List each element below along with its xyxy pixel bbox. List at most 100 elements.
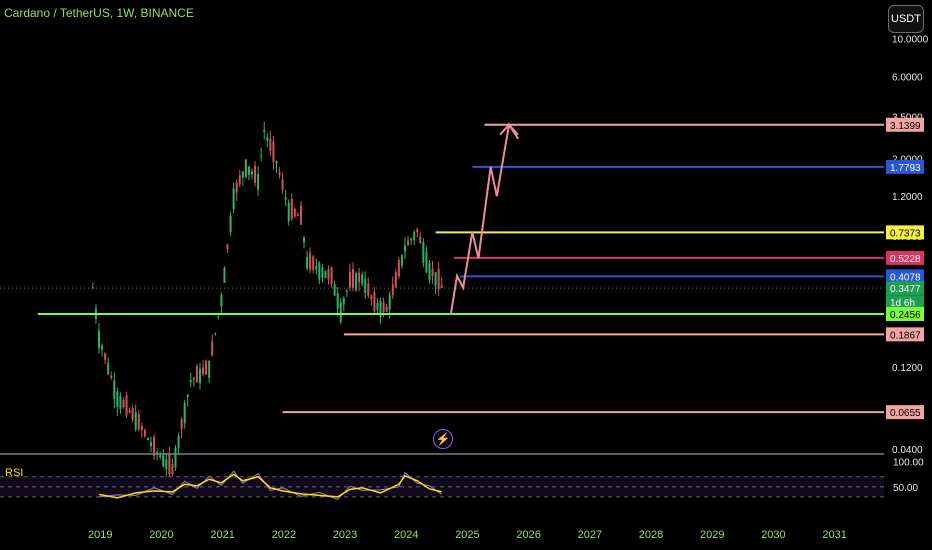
x-tick-label: 2021 [210,529,234,541]
rsi-line [98,470,443,501]
rsi-level-label: 50.00 [893,483,918,494]
candle-body [296,214,299,217]
candle-body [125,395,128,416]
candle-body [321,267,324,278]
price-badge-label: 3.1399 [890,121,921,132]
x-tick-label: 2031 [822,529,846,541]
candle-body [379,301,382,317]
x-tick-label: 2024 [394,529,418,541]
candle-body [303,237,306,243]
price-badge-label: 1d 6h [890,298,915,309]
candle-body [168,454,171,474]
candle-body [208,360,211,379]
candle-body [266,137,269,141]
rsi-level-label: 100.00 [893,458,924,469]
x-tick-label: 2019 [88,529,112,541]
candle-body [336,293,339,309]
candle-body [202,367,205,375]
candle-body [195,365,198,383]
candle-body [272,141,275,162]
candle-body [211,341,214,356]
candle-body [422,242,425,264]
currency-button[interactable]: USDT [888,5,924,33]
candle-body [122,399,125,408]
candle-body [150,442,153,447]
candle-body [416,229,419,233]
candle-body [140,426,143,431]
candle-body [263,130,266,132]
candle-body [376,303,379,310]
y-tick-label: 2.0000 [892,154,923,165]
price-badge-label: 0.3477 [890,284,921,295]
candle-body [143,429,146,437]
candle-body [238,175,241,185]
candle-body [431,268,434,276]
candle-body [345,290,348,292]
price-badge-7 [886,307,924,321]
candle-body [251,171,253,175]
candle-body [223,267,226,283]
price-badge-3 [886,250,924,265]
chart-title: Cardano / TetherUS, 1W, BINANCE [4,6,194,20]
candle-body [327,269,330,280]
candle-body [229,215,232,233]
candle-body [269,138,272,151]
candle-body [312,256,315,271]
candle-body [275,161,278,164]
candle-body [324,270,327,278]
candle-body [128,410,131,413]
price-badge-label: 0.2456 [890,310,921,321]
candle-body [404,245,406,252]
candle-body [397,260,400,277]
price-badge-1 [886,159,924,174]
candle-body [413,232,416,241]
candle-body [287,202,290,222]
x-tick-label: 2030 [761,529,785,541]
candle-body [348,271,351,288]
price-badge-label: 0.4078 [890,272,921,283]
price-badge-9 [886,405,924,420]
candle-body [174,447,177,468]
candle-body [189,380,192,382]
candle-body [309,252,312,270]
candle-body [98,330,100,349]
candle-body [364,279,367,294]
y-tick-label: 10.0000 [892,35,929,46]
candle-body [385,306,388,312]
candle-body [419,236,422,244]
price-badge-label: 0.7373 [890,228,921,239]
candle-body [159,455,162,458]
price-badge-6 [886,295,924,310]
candle-body [440,285,443,288]
candle-body [116,391,119,408]
candle-body [146,437,149,441]
candle-body [205,360,208,375]
candle-body [192,377,195,380]
candle-body [400,254,403,266]
candle-body [91,287,94,289]
candle-body [284,196,287,200]
y-tick-label: 0.1200 [892,363,923,374]
candle-body [434,272,437,287]
candle-body [330,267,333,285]
candle-body [235,182,238,193]
candle-body [315,265,318,270]
price-badge-label: 0.1867 [890,330,921,341]
candle-body [101,345,104,350]
candle-body [241,171,244,178]
candle-body [290,198,293,220]
candle-body [351,269,354,288]
candle-body [394,272,397,288]
candle-body [232,188,235,209]
candle-body [247,166,250,175]
x-tick-label: 2025 [455,529,479,541]
price-badge-8 [886,327,924,342]
candle-body [156,452,159,454]
candle-body [361,274,364,284]
candle-body [382,302,385,313]
candle-body [260,155,263,157]
candle-body [180,419,183,430]
lightning-bolt-icon[interactable]: ⚡ [433,429,453,449]
price-badge-4 [886,269,924,284]
